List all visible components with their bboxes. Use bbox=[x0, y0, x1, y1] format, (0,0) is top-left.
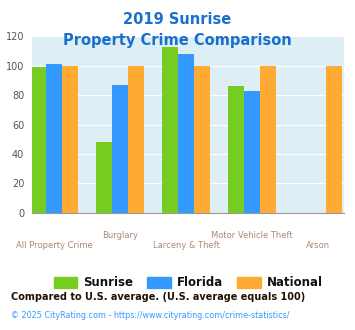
Text: Larceny & Theft: Larceny & Theft bbox=[153, 241, 219, 250]
Text: Motor Vehicle Theft: Motor Vehicle Theft bbox=[211, 231, 293, 240]
Bar bbox=[62, 66, 78, 213]
Text: Compared to U.S. average. (U.S. average equals 100): Compared to U.S. average. (U.S. average … bbox=[11, 292, 305, 302]
Bar bbox=[112, 85, 128, 213]
Text: Property Crime Comparison: Property Crime Comparison bbox=[63, 33, 292, 48]
Bar bbox=[326, 66, 342, 213]
Bar bbox=[96, 142, 112, 213]
Text: 2019 Sunrise: 2019 Sunrise bbox=[124, 12, 231, 26]
Bar bbox=[228, 86, 244, 213]
Bar bbox=[194, 66, 210, 213]
Text: Burglary: Burglary bbox=[102, 231, 138, 240]
Text: © 2025 CityRating.com - https://www.cityrating.com/crime-statistics/: © 2025 CityRating.com - https://www.city… bbox=[11, 311, 289, 320]
Bar bbox=[178, 54, 194, 213]
Text: All Property Crime: All Property Crime bbox=[16, 241, 92, 250]
Bar bbox=[260, 66, 276, 213]
Bar bbox=[30, 67, 46, 213]
Text: Arson: Arson bbox=[306, 241, 330, 250]
Bar bbox=[128, 66, 144, 213]
Bar bbox=[162, 47, 178, 213]
Bar bbox=[46, 64, 62, 213]
Legend: Sunrise, Florida, National: Sunrise, Florida, National bbox=[49, 272, 327, 294]
Bar bbox=[244, 91, 260, 213]
